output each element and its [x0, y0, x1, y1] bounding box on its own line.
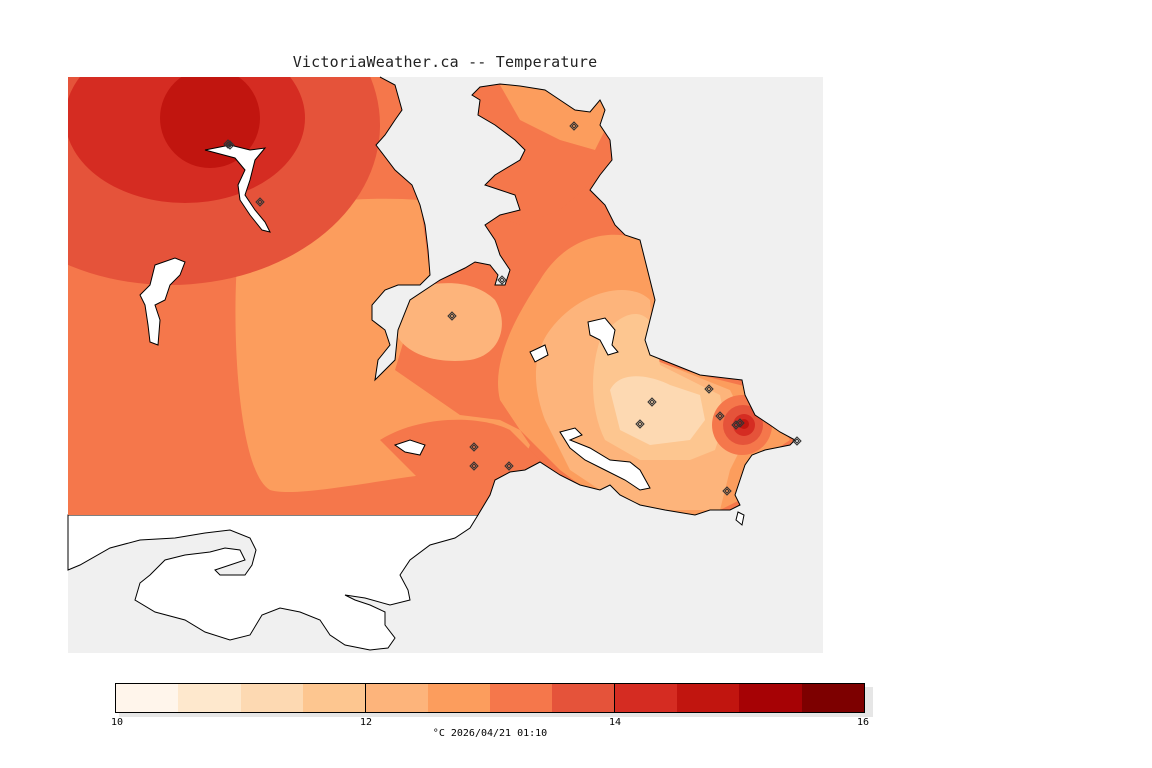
station-marker[interactable] — [223, 139, 233, 149]
colorbar-label-12: 12 — [359, 717, 373, 728]
colorbar-swatch — [489, 684, 553, 712]
colorbar — [115, 683, 865, 713]
colorbar-swatch — [801, 684, 864, 712]
station-marker[interactable] — [715, 411, 725, 421]
colorbar-swatch — [614, 684, 677, 712]
colorbar-label-10: 10 — [110, 717, 124, 728]
colorbar-swatch — [302, 684, 366, 712]
station-markers — [223, 121, 802, 496]
station-marker[interactable] — [469, 442, 479, 452]
lake-south — [393, 439, 426, 456]
colorbar-swatch — [739, 684, 802, 712]
colorbar-tick-14 — [614, 683, 615, 713]
colorbar-swatch — [178, 684, 241, 712]
lake-small — [529, 344, 549, 363]
colorbar-label-14: 14 — [608, 717, 622, 728]
station-marker[interactable] — [704, 384, 714, 394]
colorbar-swatch — [676, 684, 740, 712]
station-marker[interactable] — [635, 419, 645, 429]
station-marker[interactable] — [647, 397, 657, 407]
station-marker[interactable] — [497, 275, 507, 285]
station-marker[interactable] — [722, 486, 732, 496]
colorbar-swatch — [552, 684, 615, 712]
station-marker[interactable] — [792, 436, 802, 446]
harbour-inlet — [559, 427, 651, 491]
station-marker[interactable] — [447, 311, 457, 321]
colorbar-swatch — [116, 684, 179, 712]
station-marker[interactable] — [569, 121, 579, 131]
map-title: VictoriaWeather.ca -- Temperature — [292, 53, 598, 71]
olympic-peninsula — [67, 514, 479, 651]
colorbar-swatch — [365, 684, 428, 712]
colorbar-caption: °C 2026/04/21 01:10 — [432, 728, 548, 739]
island-southeast — [735, 511, 745, 526]
lake-west — [139, 257, 186, 346]
colorbar-swatch — [427, 684, 490, 712]
vancouver-island-coastline — [371, 76, 796, 516]
station-marker[interactable] — [255, 197, 265, 207]
colorbar-label-16: 16 — [856, 717, 870, 728]
lake-east — [587, 317, 619, 356]
colorbar-swatch — [240, 684, 303, 712]
station-marker[interactable] — [504, 461, 514, 471]
colorbar-tick-12 — [365, 683, 366, 713]
station-marker[interactable] — [735, 418, 745, 428]
station-marker[interactable] — [469, 461, 479, 471]
inlet-north — [204, 144, 271, 233]
